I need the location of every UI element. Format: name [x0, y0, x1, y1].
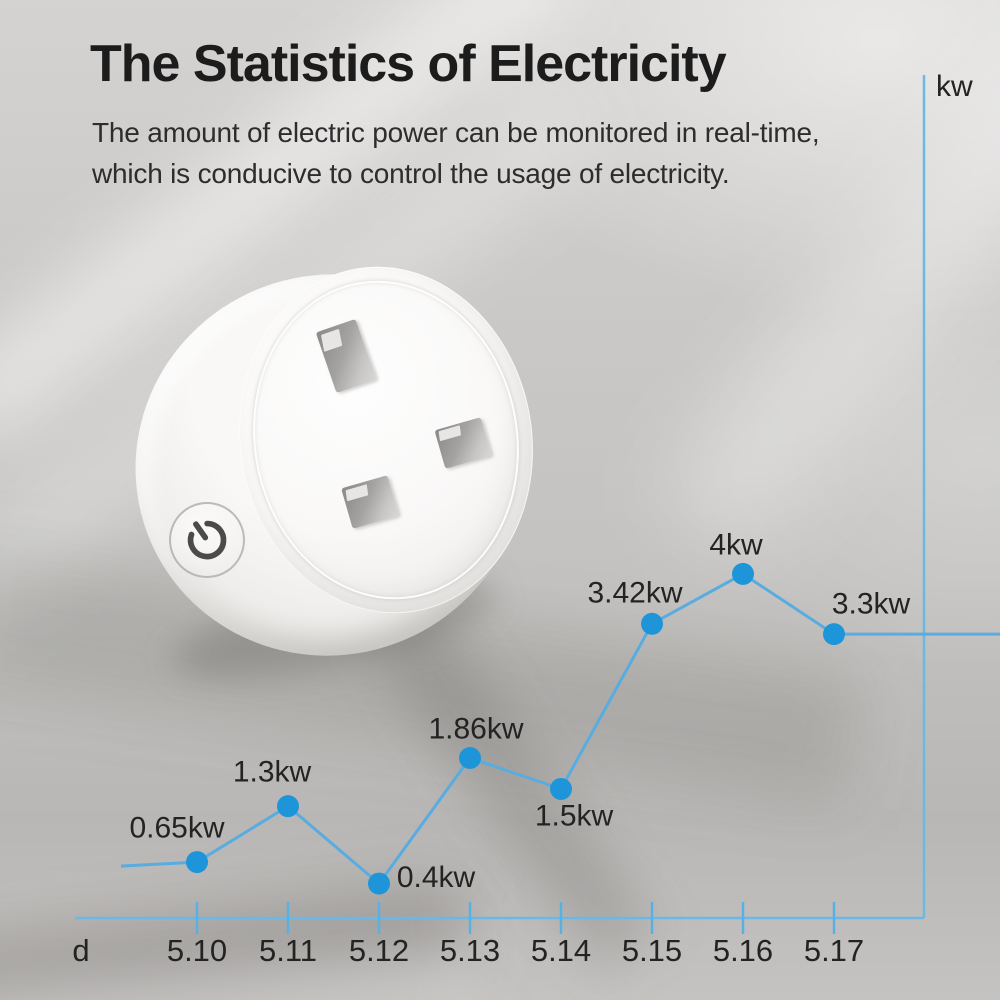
series-lead-in	[120, 860, 198, 868]
x-tick-label: 5.11	[259, 933, 317, 968]
chart-point-label: 3.3kw	[832, 588, 911, 621]
power-icon	[187, 520, 227, 560]
chart-dot	[641, 612, 663, 635]
subtitle-line-2: which is conducive to control the usage …	[92, 158, 730, 189]
chart-point-label: 0.4kw	[397, 861, 476, 894]
x-axis-label: d	[72, 933, 89, 968]
y-axis-label: kw	[936, 70, 973, 103]
power-button	[172, 505, 242, 575]
x-tick-label: 5.10	[167, 933, 227, 968]
x-tick-label: 5.13	[440, 933, 500, 968]
power-button-ring	[169, 502, 245, 578]
subtitle: The amount of electric power can be moni…	[92, 112, 820, 194]
chart-dot	[459, 747, 481, 770]
chart-point-label: 0.65kw	[129, 812, 224, 845]
smart-plug-image	[81, 219, 590, 711]
series-line	[196, 572, 835, 886]
x-tick-label: 5.16	[713, 933, 773, 968]
chart-point-label: 1.5kw	[535, 799, 614, 832]
chart-point-label: 3.42kw	[587, 576, 682, 609]
chart-dot	[732, 562, 754, 585]
chart-dot	[550, 777, 572, 800]
x-tick-label: 5.14	[531, 933, 591, 968]
page-title: The Statistics of Electricity	[90, 35, 727, 93]
chart-dot	[186, 851, 208, 874]
x-tick-label: 5.17	[804, 933, 864, 968]
chart-point-label: 1.3kw	[233, 756, 312, 789]
chart-dot	[277, 795, 299, 818]
chart-point-label: 1.86kw	[428, 713, 523, 746]
x-tick-label: 5.15	[622, 933, 682, 968]
chart-point-label: 4kw	[709, 528, 763, 561]
subtitle-line-1: The amount of electric power can be moni…	[92, 117, 820, 148]
chart-dot	[368, 872, 390, 895]
x-tick-label: 5.12	[349, 933, 409, 968]
chart-dot	[823, 623, 845, 646]
